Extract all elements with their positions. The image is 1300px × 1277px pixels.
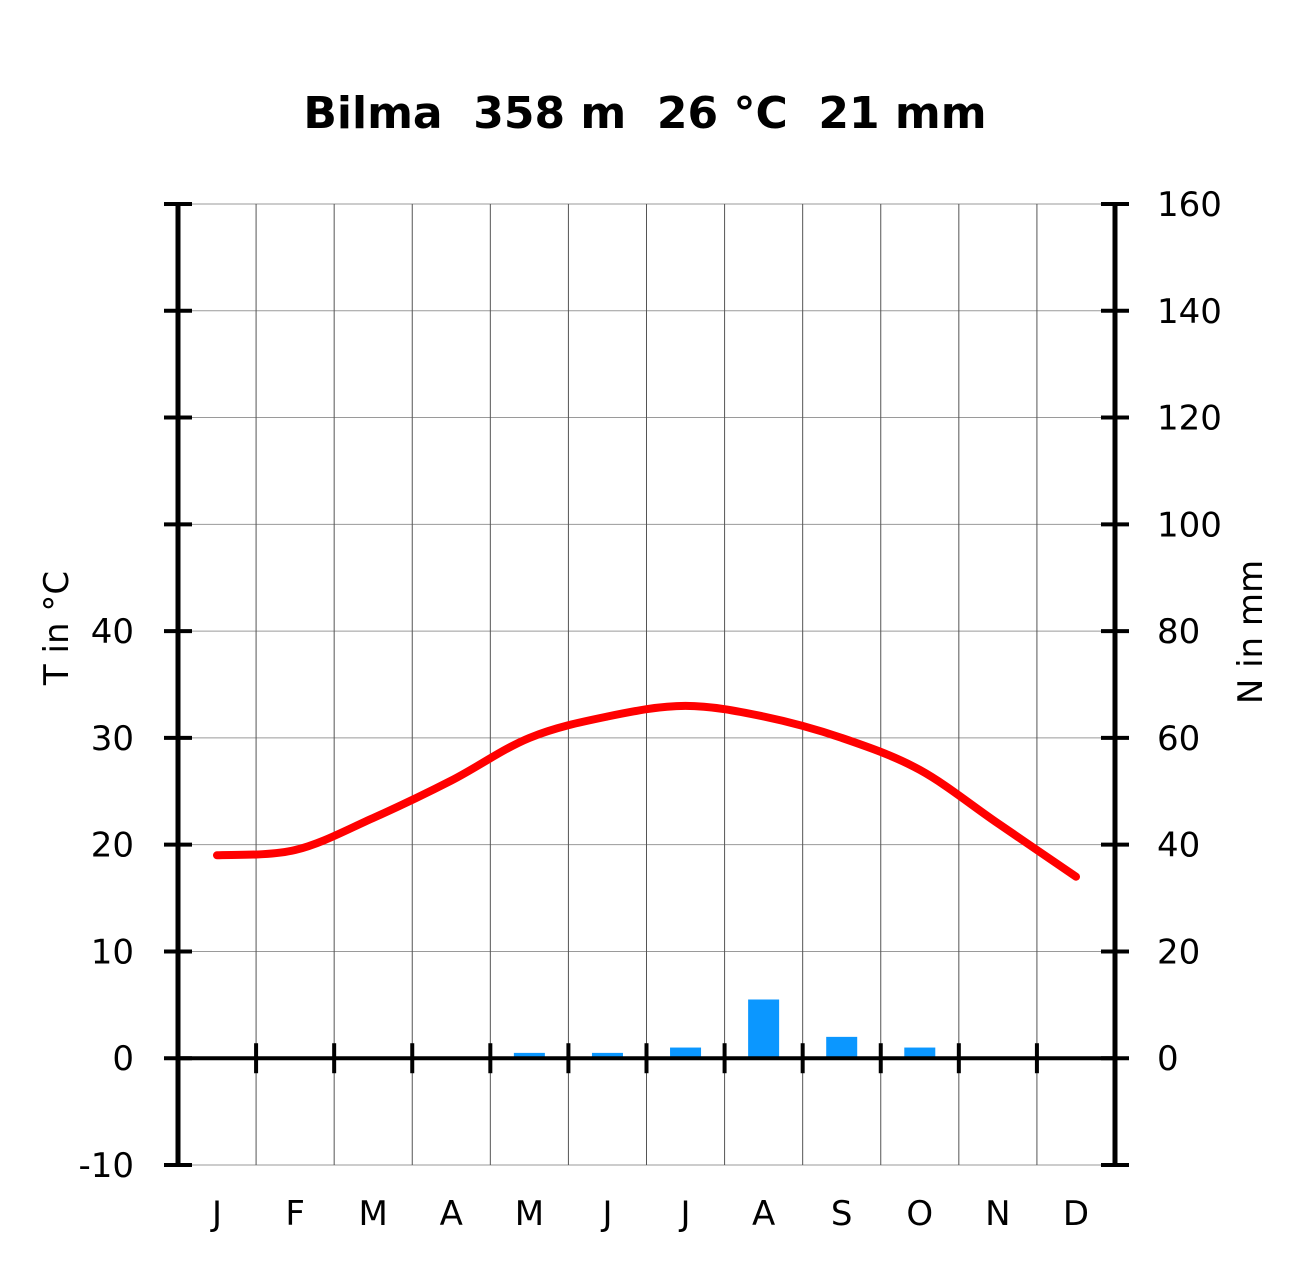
month-label: O bbox=[906, 1194, 933, 1234]
left-tick-label: 10 bbox=[91, 932, 134, 972]
month-label: N bbox=[985, 1194, 1010, 1234]
precipitation-bar bbox=[513, 1052, 545, 1059]
left-tick-label: 0 bbox=[112, 1039, 134, 1079]
precipitation-bar bbox=[670, 1047, 702, 1059]
tick-labels: -10 0 10 20 30 40 0 20 40 60 80 100 120 140 160 J F M A M J J… bbox=[78, 185, 1221, 1234]
right-tick-label: 120 bbox=[1157, 399, 1222, 439]
precipitation-bar bbox=[904, 1047, 936, 1059]
month-label: D bbox=[1063, 1194, 1089, 1234]
left-tick-label: 40 bbox=[91, 612, 134, 652]
right-tick-label: 100 bbox=[1157, 505, 1222, 545]
right-tick-label: 0 bbox=[1157, 1039, 1179, 1079]
grid-lines bbox=[178, 203, 1115, 1166]
precipitation-bar bbox=[748, 999, 780, 1059]
right-tick-label: 140 bbox=[1157, 292, 1222, 332]
right-axis-title: N in mm bbox=[1231, 560, 1271, 704]
month-label: F bbox=[285, 1194, 305, 1234]
axes bbox=[164, 202, 1129, 1167]
temperature-line-group bbox=[213, 701, 1080, 881]
month-label: J bbox=[679, 1194, 691, 1234]
right-tick-label: 40 bbox=[1157, 826, 1200, 866]
right-tick-label: 160 bbox=[1157, 185, 1222, 225]
month-label: A bbox=[752, 1194, 775, 1234]
month-label: M bbox=[515, 1194, 544, 1234]
month-label: J bbox=[600, 1194, 612, 1234]
left-tick-label: 30 bbox=[91, 719, 134, 759]
month-label: S bbox=[831, 1194, 853, 1234]
precipitation-bar bbox=[591, 1052, 623, 1059]
month-label: J bbox=[210, 1194, 222, 1234]
left-tick-label: -10 bbox=[78, 1146, 134, 1186]
chart-title: Bilma 358 m 26 °C 21 mm bbox=[303, 88, 987, 139]
precipitation-bars bbox=[513, 999, 936, 1059]
right-tick-label: 60 bbox=[1157, 719, 1200, 759]
month-label: M bbox=[359, 1194, 388, 1234]
left-axis-title: T in °C bbox=[37, 571, 77, 686]
precipitation-bar bbox=[826, 1036, 858, 1059]
right-tick-label: 20 bbox=[1157, 932, 1200, 972]
left-tick-label: 20 bbox=[91, 826, 134, 866]
month-label: A bbox=[440, 1194, 463, 1234]
temperature-line bbox=[213, 701, 1080, 881]
right-tick-label: 80 bbox=[1157, 612, 1200, 652]
